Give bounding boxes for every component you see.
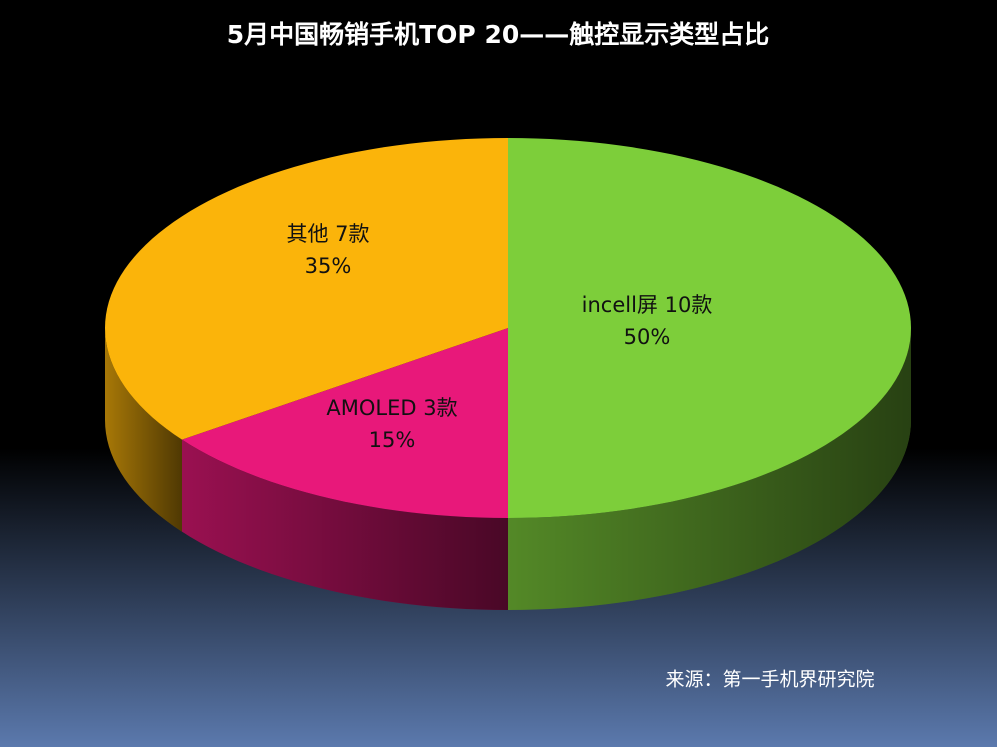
slice-value-label: 15% [369, 428, 416, 452]
slice [508, 138, 911, 518]
slice [105, 138, 508, 440]
slice-side-shade [508, 328, 911, 610]
slice-label: incell屏 10款 [582, 293, 713, 317]
source-note: 来源：第一手机界研究院 [665, 669, 874, 691]
slice [181, 328, 508, 518]
slice-label: 其他 7款 [286, 222, 369, 246]
slice-label: AMOLED 3款 [326, 396, 457, 420]
slice-value-label: 50% [624, 325, 671, 349]
chart-title: 5月中国畅销手机TOP 20——触控显示类型占比 [227, 20, 770, 49]
slice-value-label: 35% [305, 254, 352, 278]
slice-side-shade [181, 439, 508, 610]
slice-side-shade [105, 328, 182, 532]
